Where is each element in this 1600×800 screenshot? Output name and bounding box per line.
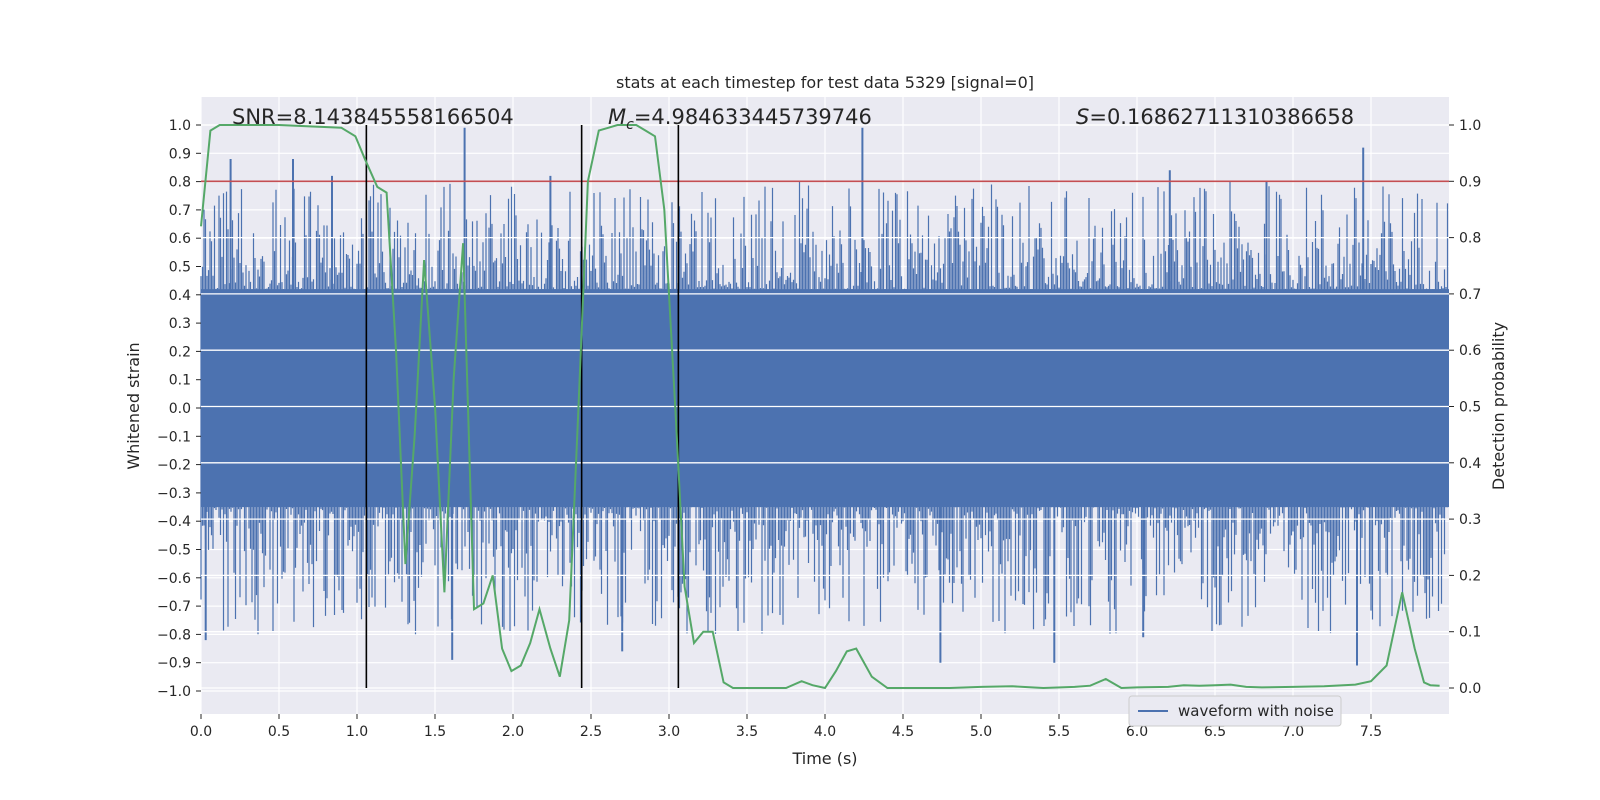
x-tick-label-12: 6.0 <box>1126 724 1148 740</box>
y-tick-label-4: −0.6 <box>157 571 191 587</box>
y2-tick-label-7: 0.7 <box>1459 287 1481 303</box>
legend-box <box>1128 695 1342 727</box>
legend-entry: waveform with noise <box>1178 702 1334 720</box>
y-tick-label-11: 0.1 <box>169 373 191 389</box>
y-tick-label-0: −1.0 <box>157 684 191 700</box>
y-tick-label-20: 1.0 <box>169 118 191 134</box>
y-tick-label-1: −0.9 <box>157 656 191 672</box>
waveform-with-noise-series <box>200 127 1449 666</box>
y2-tick-label-9: 0.9 <box>1459 174 1481 190</box>
y-tick-label-15: 0.5 <box>169 260 191 276</box>
y2-tick-label-5: 0.5 <box>1459 400 1481 416</box>
x-tick-label-5: 2.5 <box>580 724 602 740</box>
x-tick-label-0: 0.0 <box>190 724 212 740</box>
y2-tick-label-3: 0.3 <box>1459 512 1481 528</box>
x-tick-label-4: 2.0 <box>502 724 524 740</box>
x-tick-label-6: 3.0 <box>658 724 680 740</box>
s-value: =0.16862711310386658 <box>1089 105 1354 129</box>
y-axis-left: −1.0 −0.9 −0.8 −0.7 −0.6 −0.5 −0.4 −0.3 −0.2 −0.1… <box>157 118 201 700</box>
waveform-peaks <box>204 127 1365 666</box>
detection-probability-series <box>200 124 1440 690</box>
y-tick-label-14: 0.4 <box>169 288 191 304</box>
y-tick-label-9: −0.1 <box>157 429 191 445</box>
y2-tick-label-10: 1.0 <box>1459 118 1481 134</box>
y-tick-label-18: 0.8 <box>169 175 191 191</box>
y-tick-label-8: −0.2 <box>157 458 191 474</box>
x-tick-label-11: 5.5 <box>1048 724 1070 740</box>
x-tick-label-1: 0.5 <box>268 724 290 740</box>
y2-axis-label: Detection probability <box>1489 322 1508 490</box>
s-symbol: S <box>1076 105 1089 129</box>
y-tick-label-2: −0.8 <box>157 627 191 643</box>
chirp-mass-subscript: c <box>626 117 634 133</box>
y2-tick-label-1: 0.1 <box>1459 625 1481 641</box>
x-tick-label-8: 4.0 <box>814 724 836 740</box>
y-axis-label: Whitened strain <box>124 342 143 469</box>
legend: waveform with noise <box>1128 695 1342 727</box>
s-statistic-annotation: S=0.16862711310386658 <box>1076 105 1354 129</box>
y2-tick-label-6: 0.6 <box>1459 343 1481 359</box>
y2-tick-label-2: 0.2 <box>1459 568 1481 584</box>
y-tick-label-12: 0.2 <box>169 344 191 360</box>
vertical-markers <box>365 125 680 688</box>
x-tick-label-2: 1.0 <box>346 724 368 740</box>
y-tick-label-6: −0.4 <box>157 514 191 530</box>
y-tick-label-7: −0.3 <box>157 486 191 502</box>
y2-tick-label-0: 0.0 <box>1459 681 1481 697</box>
y2-tick-label-4: 0.4 <box>1459 456 1481 472</box>
y-tick-label-10: 0.0 <box>169 401 191 417</box>
y-tick-label-19: 0.9 <box>169 146 191 162</box>
y-axis-right: 0.0 0.1 0.2 0.3 0.4 0.5 0.6 0.7 0.8 0.9 1.0 <box>1449 118 1481 697</box>
x-tick-label-13: 6.5 <box>1204 724 1226 740</box>
y-tick-label-3: −0.7 <box>157 599 191 615</box>
x-tick-label-3: 1.5 <box>424 724 446 740</box>
chirp-mass-annotation: Mc=4.984633445739746 <box>608 105 872 133</box>
y-tick-label-13: 0.3 <box>169 316 191 332</box>
y-tick-label-5: −0.5 <box>157 543 191 559</box>
snr-annotation: SNR=8.143845558166504 <box>232 105 514 129</box>
x-axis: 0.0 0.5 1.0 1.5 2.0 2.5 3.0 3.5 4.0 4.5 5.0 5.5 6.0 6… <box>190 714 1382 740</box>
chirp-mass-value: =4.984633445739746 <box>634 105 872 129</box>
chart-title: stats at each timestep for test data 532… <box>616 73 1034 92</box>
y2-tick-label-8: 0.8 <box>1459 231 1481 247</box>
x-tick-label-15: 7.5 <box>1360 724 1382 740</box>
x-axis-label: Time (s) <box>791 749 857 768</box>
x-tick-label-10: 5.0 <box>970 724 992 740</box>
x-tick-label-7: 3.5 <box>736 724 758 740</box>
x-tick-label-9: 4.5 <box>892 724 914 740</box>
y-tick-label-17: 0.7 <box>169 203 191 219</box>
chirp-mass-symbol: M <box>608 105 626 129</box>
x-tick-label-14: 7.0 <box>1282 724 1304 740</box>
y-tick-label-16: 0.6 <box>169 231 191 247</box>
